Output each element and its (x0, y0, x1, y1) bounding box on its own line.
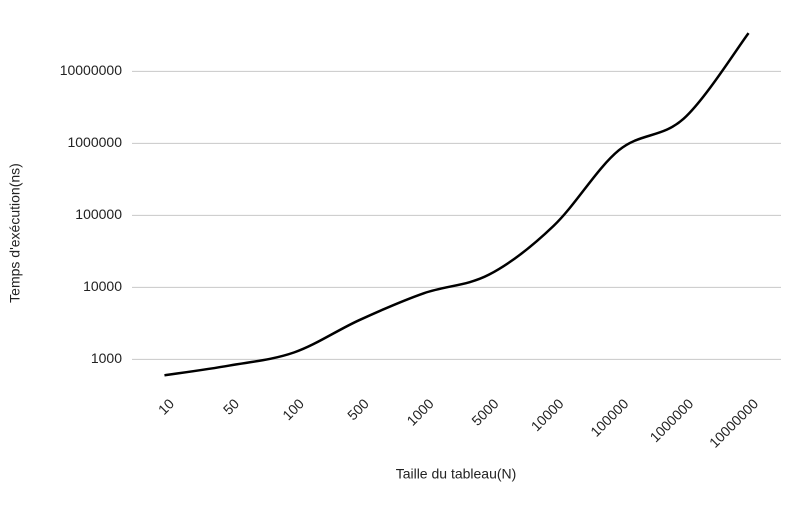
y-tick-label: 10000 (83, 278, 122, 294)
x-tick-label: 10000000 (706, 395, 762, 451)
x-tick-label: 1000000 (647, 395, 697, 445)
x-tick-label: 1000 (403, 395, 436, 428)
y-tick-label: 1000 (91, 350, 122, 366)
y-tick-label: 1000000 (67, 134, 122, 150)
x-tick-label: 500 (344, 395, 372, 423)
x-tick-label: 100 (279, 395, 307, 423)
x-tick-label: 10000 (528, 395, 567, 434)
x-tick-label: 100000 (587, 395, 631, 439)
x-tick-label: 50 (220, 395, 242, 417)
line (164, 32, 750, 377)
x-tick-label: 5000 (468, 395, 501, 428)
x-axis-title: Taille du tableau(N) (396, 466, 517, 482)
y-tick-label: 10000000 (60, 62, 123, 78)
x-tick-label: 10 (155, 395, 177, 417)
y-axis-title: Temps d'exécution(ns) (7, 163, 23, 303)
y-tick-label: 100000 (75, 206, 122, 222)
